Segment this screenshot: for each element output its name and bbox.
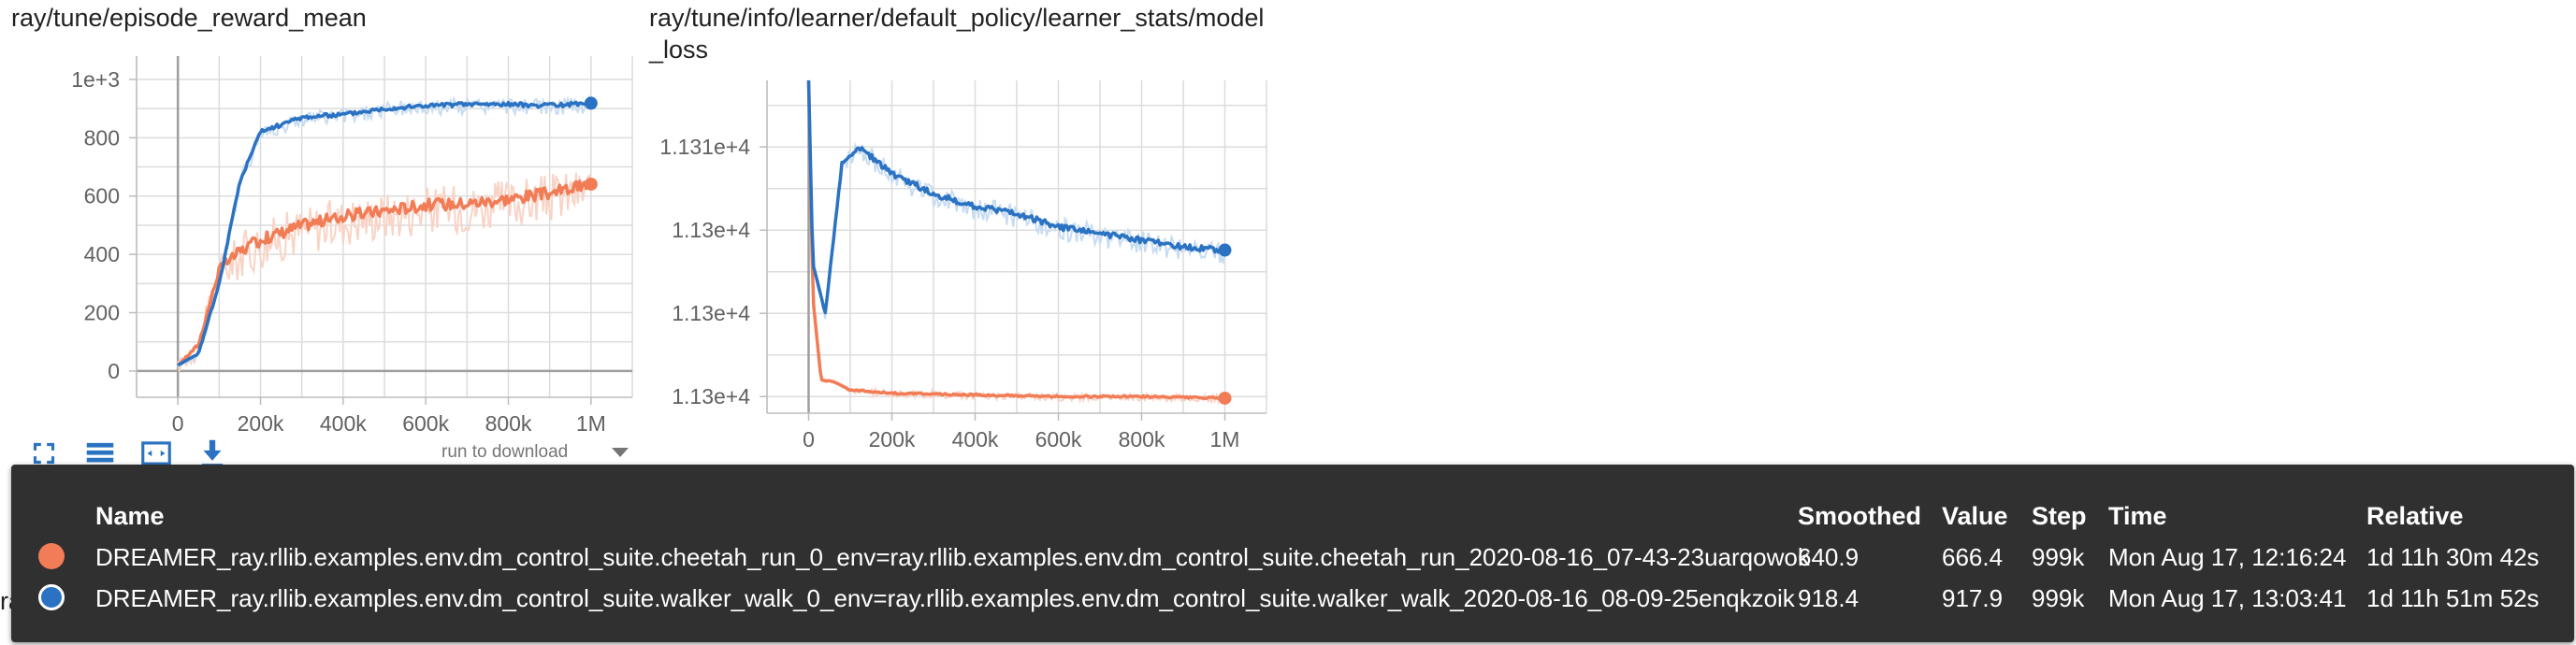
run-color-swatch xyxy=(38,543,65,569)
x-tick-label: 800k xyxy=(485,411,532,436)
series-smoothed-line xyxy=(806,79,1226,401)
x-tick-label: 1M xyxy=(576,411,606,436)
run-name: DREAMER_ray.rllib.examples.env.dm_contro… xyxy=(95,543,1810,571)
y-tick-label: 400 xyxy=(84,242,120,266)
download-icon[interactable] xyxy=(195,436,230,471)
col-header-smoothed: Smoothed xyxy=(1798,502,1921,530)
x-tick-label: 200k xyxy=(238,411,284,436)
x-tick-label: 400k xyxy=(952,427,999,452)
x-tick-label: 800k xyxy=(1119,427,1165,452)
fullscreen-icon[interactable] xyxy=(26,436,62,471)
reward-chart[interactable]: 1e+3 800 600 400 200 0 0 200k 400k 600k 800k 1M xyxy=(0,37,655,439)
series-end-point xyxy=(1218,243,1232,257)
y-tick-label: 1.131e+4 xyxy=(659,135,750,159)
x-tick-label: 400k xyxy=(320,411,367,436)
y-tick-label: 600 xyxy=(84,184,120,208)
data-tooltip: Name Smoothed Value Step Time Relative D… xyxy=(11,465,2574,642)
chevron-down-icon xyxy=(612,448,629,457)
chart-title: ray/tune/episode_reward_mean xyxy=(11,4,367,32)
series-raw-line xyxy=(177,172,592,372)
col-header-value: Value xyxy=(1942,502,2008,530)
raw-value: 666.4 xyxy=(1942,543,2004,571)
smoothed-value: 640.9 xyxy=(1798,543,1860,571)
step-value: 999k xyxy=(2032,543,2085,571)
y-tick-label: 1.13e+4 xyxy=(672,384,750,408)
series-smoothed-line xyxy=(177,100,593,367)
col-header-step: Step xyxy=(2032,502,2087,530)
y-tick-label: 1e+3 xyxy=(71,67,120,92)
fit-domain-icon[interactable] xyxy=(138,436,174,471)
col-header-time: Time xyxy=(2108,502,2167,530)
chart-title: ray/tune/info/learner/default_policy/lea… xyxy=(649,4,1265,64)
y-tick-label: 1.13e+4 xyxy=(672,218,750,242)
relative-value: 1d 11h 30m 42s xyxy=(2366,543,2540,571)
time-value: Mon Aug 17, 13:03:41 xyxy=(2108,584,2347,612)
y-tick-label: 1.13e+4 xyxy=(672,301,750,325)
y-tick-label: 0 xyxy=(108,359,120,383)
series-smoothed-line xyxy=(806,79,1227,315)
col-header-name: Name xyxy=(95,502,165,530)
x-tick-label: 200k xyxy=(869,427,916,452)
run-name: DREAMER_ray.rllib.examples.env.dm_contro… xyxy=(95,584,1795,612)
time-value: Mon Aug 17, 12:16:24 xyxy=(2108,543,2347,571)
y-tick-label: 200 xyxy=(84,301,120,325)
model-loss-chart[interactable]: 1.131e+4 1.13e+4 1.13e+4 1.13e+4 0 200k 400k 60… xyxy=(649,67,1295,460)
col-header-relative: Relative xyxy=(2366,502,2464,530)
smoothed-value: 918.4 xyxy=(1798,584,1860,612)
relative-value: 1d 11h 51m 52s xyxy=(2366,584,2540,612)
x-tick-label: 1M xyxy=(1210,427,1240,452)
step-value: 999k xyxy=(2032,584,2085,612)
x-tick-label: 0 xyxy=(172,411,184,436)
run-download-label: run to download xyxy=(441,442,569,462)
series-end-point xyxy=(1218,391,1232,405)
raw-value: 917.9 xyxy=(1942,584,2004,612)
data-table-icon[interactable] xyxy=(82,436,118,471)
y-tick-label: 800 xyxy=(84,125,120,150)
series-raw-line xyxy=(807,83,1226,320)
x-tick-label: 600k xyxy=(402,411,449,436)
series-smoothed-line xyxy=(176,179,592,366)
run-color-swatch xyxy=(38,584,65,610)
x-tick-label: 0 xyxy=(803,427,815,452)
series-end-point xyxy=(584,96,598,110)
chart-toolbar xyxy=(26,436,230,471)
series-end-point xyxy=(584,177,598,191)
x-tick-label: 600k xyxy=(1035,427,1082,452)
